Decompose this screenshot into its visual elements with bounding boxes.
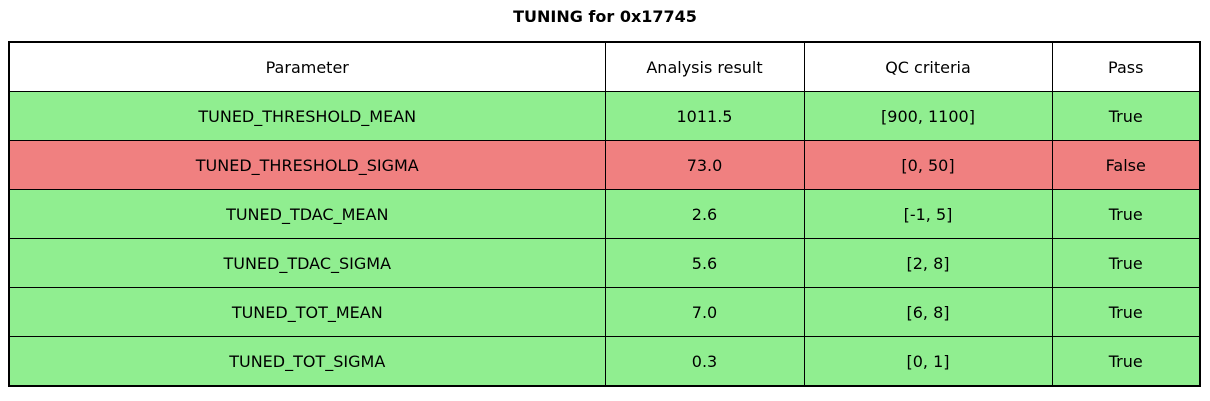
- table-row: TUNED_TDAC_SIGMA 5.6 [2, 8] True: [8, 238, 1201, 288]
- page-title: TUNING for 0x17745: [513, 7, 697, 26]
- pass-cell: True: [1051, 238, 1201, 288]
- qc-criteria-cell: [6, 8]: [803, 287, 1053, 337]
- column-header-pass: Pass: [1051, 41, 1201, 92]
- table-row: TUNED_TDAC_MEAN 2.6 [-1, 5] True: [8, 189, 1201, 239]
- pass-cell: True: [1051, 287, 1201, 337]
- table-row: TUNED_THRESHOLD_MEAN 1011.5 [900, 1100] …: [8, 91, 1201, 141]
- table-row: TUNED_THRESHOLD_SIGMA 73.0 [0, 50] False: [8, 140, 1201, 190]
- analysis-result-cell: 2.6: [604, 189, 805, 239]
- qc-criteria-cell: [0, 50]: [803, 140, 1053, 190]
- analysis-result-cell: 1011.5: [604, 91, 805, 141]
- column-header-analysis-result: Analysis result: [604, 41, 805, 92]
- analysis-result-cell: 0.3: [604, 336, 805, 387]
- qc-criteria-cell: [-1, 5]: [803, 189, 1053, 239]
- pass-cell: True: [1051, 189, 1201, 239]
- header-row: Parameter Analysis result QC criteria Pa…: [8, 41, 1201, 92]
- parameter-cell: TUNED_THRESHOLD_SIGMA: [8, 140, 606, 190]
- qc-table: Parameter Analysis result QC criteria Pa…: [8, 41, 1201, 387]
- pass-cell: True: [1051, 336, 1201, 387]
- analysis-result-cell: 73.0: [604, 140, 805, 190]
- qc-table-header: Parameter Analysis result QC criteria Pa…: [8, 41, 1201, 92]
- pass-cell: False: [1051, 140, 1201, 190]
- pass-cell: True: [1051, 91, 1201, 141]
- parameter-cell: TUNED_TDAC_SIGMA: [8, 238, 606, 288]
- table-row: TUNED_TOT_MEAN 7.0 [6, 8] True: [8, 287, 1201, 337]
- qc-criteria-cell: [900, 1100]: [803, 91, 1053, 141]
- parameter-cell: TUNED_THRESHOLD_MEAN: [8, 91, 606, 141]
- parameter-cell: TUNED_TOT_MEAN: [8, 287, 606, 337]
- analysis-result-cell: 5.6: [604, 238, 805, 288]
- table-row: TUNED_TOT_SIGMA 0.3 [0, 1] True: [8, 336, 1201, 387]
- qc-criteria-cell: [2, 8]: [803, 238, 1053, 288]
- column-header-parameter: Parameter: [8, 41, 606, 92]
- qc-table-body: TUNED_THRESHOLD_MEAN 1011.5 [900, 1100] …: [8, 91, 1201, 387]
- qc-criteria-cell: [0, 1]: [803, 336, 1053, 387]
- parameter-cell: TUNED_TOT_SIGMA: [8, 336, 606, 387]
- analysis-result-cell: 7.0: [604, 287, 805, 337]
- parameter-cell: TUNED_TDAC_MEAN: [8, 189, 606, 239]
- column-header-qc-criteria: QC criteria: [803, 41, 1053, 92]
